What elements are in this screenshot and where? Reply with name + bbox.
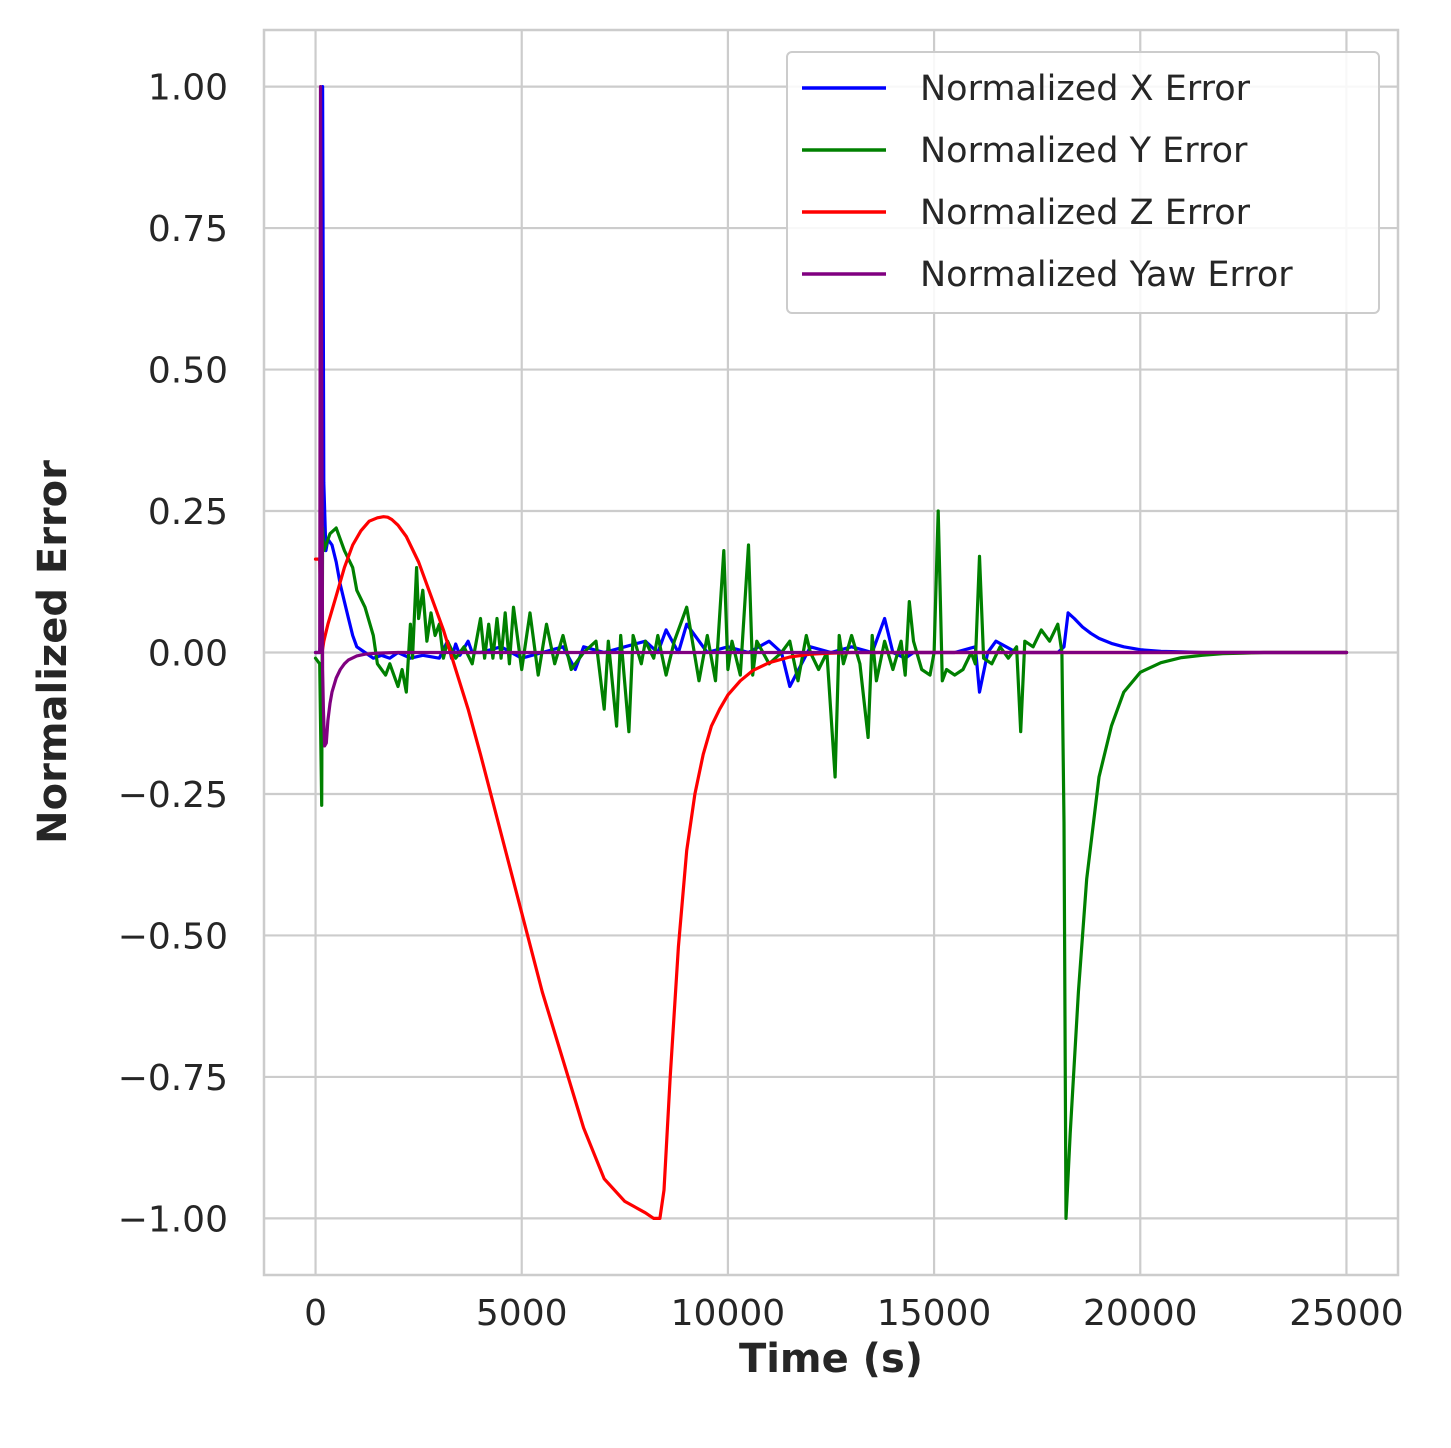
legend-label-2: Normalized Y Error (920, 131, 1248, 171)
legend-label-3: Normalized Z Error (920, 193, 1251, 233)
y-tick-label: −0.25 (118, 775, 228, 816)
x-tick-label: 25000 (1289, 1293, 1404, 1334)
y-tick-label: 0.00 (148, 634, 228, 675)
y-tick-label: −0.50 (118, 916, 228, 957)
y-tick-label: 0.75 (148, 209, 228, 250)
series-line-2 (313, 509, 1349, 1221)
x-tick-label: 15000 (877, 1293, 992, 1334)
y-tick-label: −0.75 (118, 1058, 228, 1099)
y-tick-label: −1.00 (118, 1199, 228, 1240)
plot-frame (262, 28, 1400, 1277)
legend: Normalized X Error Normalized Y Error Norm… (786, 51, 1380, 314)
x-tick-label: 5000 (476, 1293, 568, 1334)
x-tick-labels: 0 5000 10000 15000 20000 25000 (304, 1293, 1404, 1334)
x-tick-label: 0 (304, 1293, 327, 1334)
x-tick-label: 10000 (671, 1293, 786, 1334)
y-axis-title: Normalized Error (30, 460, 76, 844)
series-line-4 (313, 84, 1349, 748)
legend-label-1: Normalized X Error (920, 69, 1251, 109)
legend-box (786, 51, 1380, 314)
y-tick-label: 1.00 (148, 68, 228, 109)
y-tick-label: 0.25 (148, 492, 228, 533)
y-tick-labels: 1.00 0.75 0.50 0.25 0.00 −0.25 −0.50 −0.75 −1.00 (118, 68, 228, 1241)
series-lines (313, 84, 1349, 1221)
x-tick-label: 20000 (1083, 1293, 1198, 1334)
x-axis-title: Time (s) (739, 1336, 923, 1382)
y-tick-label: 0.50 (148, 351, 228, 392)
legend-label-4: Normalized Yaw Error (920, 255, 1293, 295)
